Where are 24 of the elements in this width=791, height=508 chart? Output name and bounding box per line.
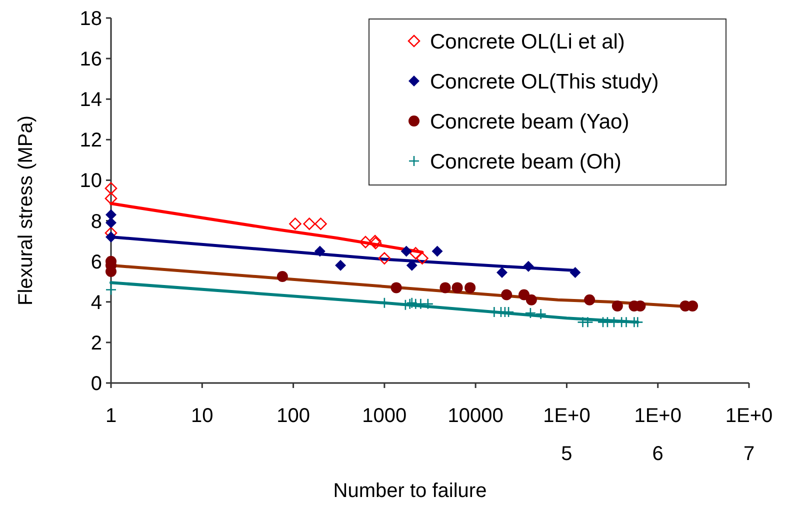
y-axis-title: Flexural stress (MPa) xyxy=(15,115,37,306)
x-axis-title: Number to failure xyxy=(333,480,487,502)
x-tick-label: 10000 xyxy=(448,405,504,427)
legend-label: Concrete beam (Oh) xyxy=(430,150,622,174)
x-tick-label: 10 xyxy=(191,405,214,427)
y-tick-label: 2 xyxy=(90,332,102,354)
y-tick-label: 8 xyxy=(90,210,102,233)
y-tick-label: 16 xyxy=(80,48,102,71)
y-tick-label: 4 xyxy=(90,292,102,314)
x-tick-label: 100 xyxy=(276,405,310,427)
y-tick-label: 6 xyxy=(90,251,102,274)
y-tick-label: 12 xyxy=(80,130,102,152)
x-tick-label: 1 xyxy=(105,405,117,427)
legend-label: Concrete OL(This study) xyxy=(430,70,659,94)
legend-label: Concrete OL(Li et al) xyxy=(430,30,625,54)
y-tick-label: 10 xyxy=(80,170,102,192)
x-tick-label: 1E+0 7 xyxy=(725,405,773,465)
legend-label: Concrete beam (Yao) xyxy=(430,110,630,134)
x-tick-label: 1E+0 6 xyxy=(634,405,682,465)
y-tick-label: 14 xyxy=(80,89,102,112)
x-tick-label: 1000 xyxy=(362,405,407,427)
y-tick-label: 0 xyxy=(90,373,102,395)
x-tick-label: 1E+0 5 xyxy=(543,405,590,465)
y-tick-label: 18 xyxy=(80,8,102,30)
